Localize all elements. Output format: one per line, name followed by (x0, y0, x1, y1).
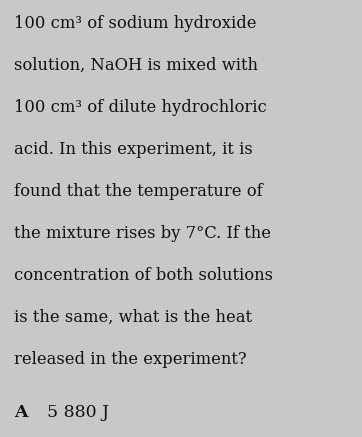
Text: 5 880 J: 5 880 J (47, 404, 109, 421)
Text: 100 cm³ of sodium hydroxide: 100 cm³ of sodium hydroxide (14, 15, 257, 32)
Text: A: A (14, 404, 28, 421)
Text: is the same, what is the heat: is the same, what is the heat (14, 309, 252, 326)
Text: released in the experiment?: released in the experiment? (14, 351, 247, 368)
Text: solution, NaOH is mixed with: solution, NaOH is mixed with (14, 57, 258, 74)
Text: the mixture rises by 7°C. If the: the mixture rises by 7°C. If the (14, 225, 272, 242)
Text: acid. In this experiment, it is: acid. In this experiment, it is (14, 141, 253, 158)
Text: 100 cm³ of dilute hydrochloric: 100 cm³ of dilute hydrochloric (14, 99, 267, 116)
Text: concentration of both solutions: concentration of both solutions (14, 267, 273, 284)
Text: found that the temperature of: found that the temperature of (14, 183, 263, 200)
